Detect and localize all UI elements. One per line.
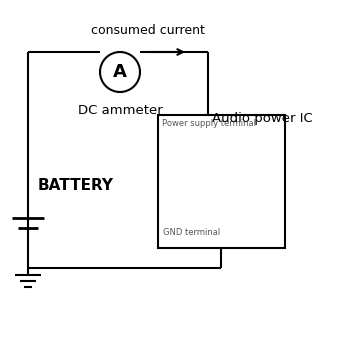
Text: DC ammeter: DC ammeter — [78, 103, 163, 117]
Text: consumed current: consumed current — [91, 23, 205, 36]
Bar — [158, 115, 285, 248]
Text: Power supply terminal: Power supply terminal — [162, 119, 256, 128]
Text: A: A — [113, 63, 127, 81]
Text: Audio power IC: Audio power IC — [212, 112, 313, 125]
Text: GND terminal: GND terminal — [163, 228, 220, 237]
Text: BATTERY: BATTERY — [38, 177, 114, 192]
